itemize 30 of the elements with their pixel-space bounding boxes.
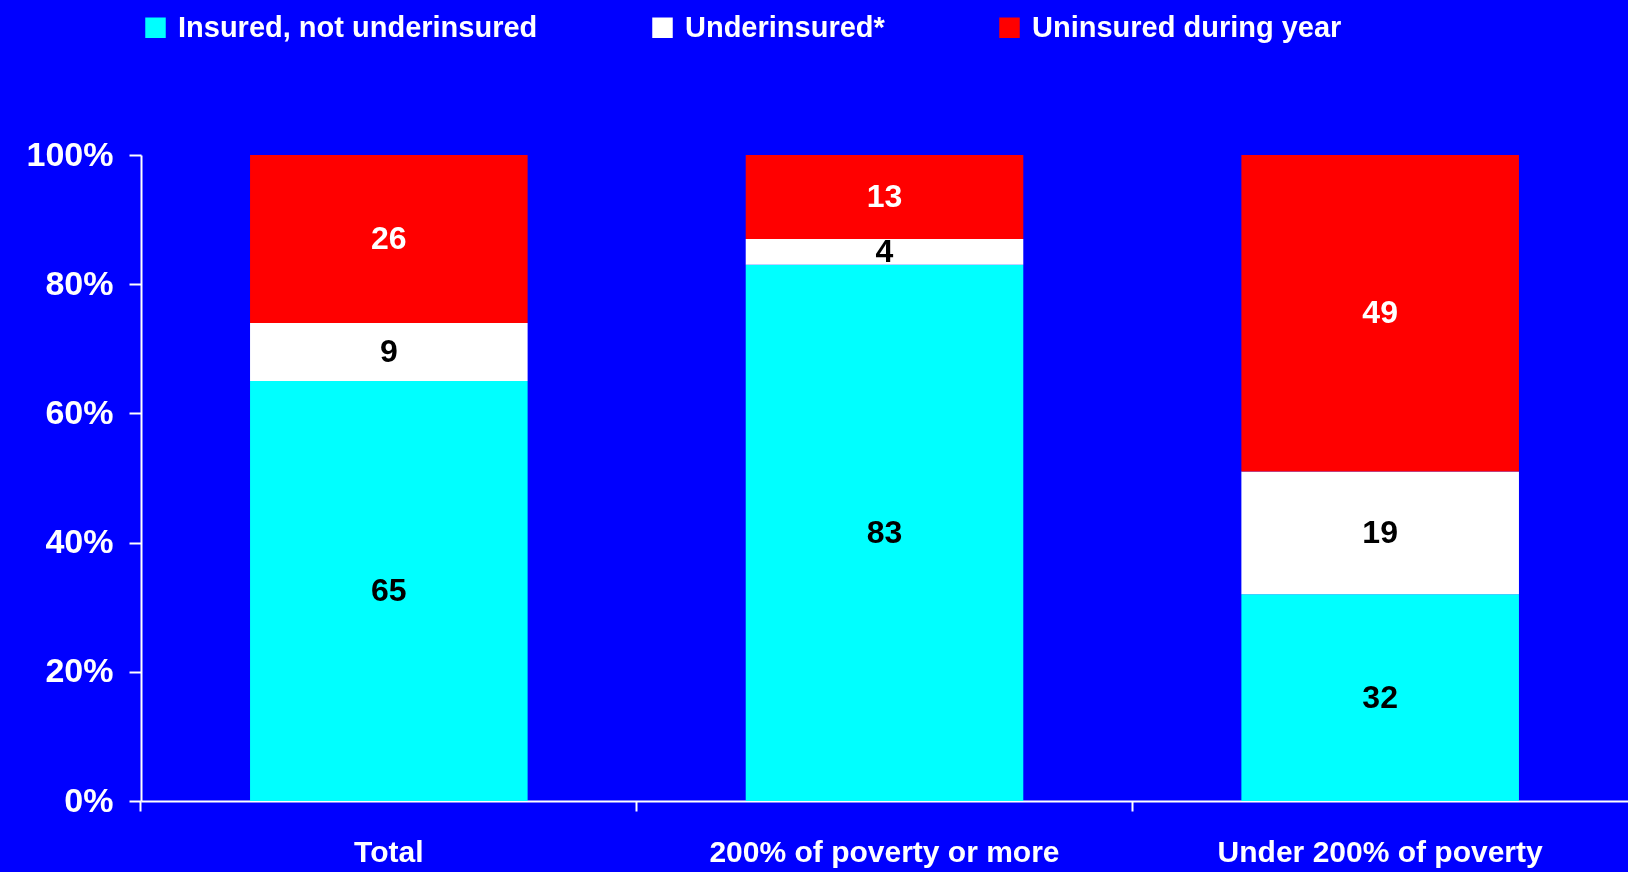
x-tick-label: Total bbox=[354, 834, 424, 868]
data-label: 4 bbox=[875, 232, 894, 269]
x-tick-label: 200% of poverty or more bbox=[709, 834, 1060, 868]
data-label: 65 bbox=[371, 572, 407, 609]
legend-label: Insured, not underinsured bbox=[178, 10, 538, 43]
bar bbox=[745, 238, 1024, 265]
legend-label: Uninsured during year bbox=[1032, 10, 1342, 43]
data-label: 32 bbox=[1362, 678, 1398, 715]
y-tick-label: 20% bbox=[45, 651, 114, 690]
data-label: 9 bbox=[379, 333, 398, 370]
bar bbox=[250, 322, 528, 382]
bar bbox=[1241, 155, 1519, 472]
bar bbox=[745, 264, 1024, 801]
bar bbox=[1241, 594, 1519, 801]
data-label: 13 bbox=[866, 177, 903, 214]
x-tick-label: Under 200% of poverty bbox=[1217, 834, 1544, 868]
y-tick-label: 100% bbox=[26, 134, 114, 173]
bar bbox=[1241, 471, 1519, 595]
y-tick-label: 0% bbox=[64, 780, 114, 819]
y-tick-label: 40% bbox=[45, 522, 114, 561]
legend-label: Underinsured* bbox=[685, 10, 886, 43]
data-label: 19 bbox=[1362, 513, 1398, 550]
y-tick-label: 60% bbox=[45, 392, 114, 431]
bar bbox=[250, 155, 528, 323]
data-label: 26 bbox=[371, 219, 407, 256]
bar bbox=[745, 155, 1024, 239]
y-tick-label: 80% bbox=[45, 263, 114, 302]
bar bbox=[250, 381, 528, 801]
data-label: 49 bbox=[1362, 294, 1398, 331]
data-label: 83 bbox=[866, 513, 903, 550]
